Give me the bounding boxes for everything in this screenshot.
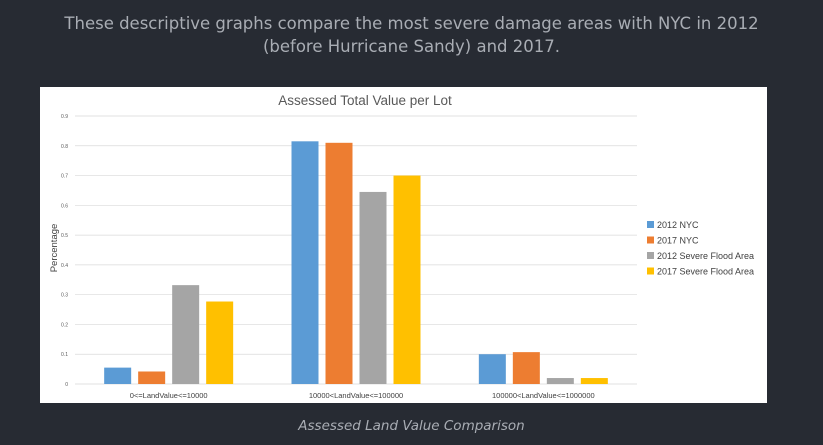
heading-line-2: (before Hurricane Sandy) and 2017. [262, 37, 561, 56]
legend-swatch [647, 252, 654, 259]
y-tick-labels: 0 0.1 0.2 0.3 0.4 0.5 0.6 0.7 0.8 0.9 [61, 114, 68, 388]
chart-panel: Assessed Total Value per Lot Percentage … [40, 87, 767, 403]
y-tick-label: 0.5 [61, 233, 68, 239]
bars [104, 141, 608, 384]
bar [546, 378, 574, 384]
bar [478, 354, 506, 384]
legend-swatch [647, 267, 654, 275]
legend-label: 2017 Severe Flood Area [657, 267, 754, 277]
category-labels: 0<=LandValue<=10000 10000<LandValue<=1000… [130, 391, 595, 400]
gridlines [75, 115, 637, 385]
heading-line-1: These descriptive graphs compare the mos… [64, 14, 759, 33]
bar [512, 352, 540, 384]
legend-label: 2017 NYC [657, 236, 699, 246]
legend-label: 2012 NYC [657, 220, 699, 230]
legend: 2012 NYC 2017 NYC 2012 Severe Flood Area 20… [647, 220, 754, 277]
category-label: 100000<LandValue<=1000000 [492, 391, 595, 400]
bar [291, 141, 319, 384]
y-tick-label: 0 [65, 382, 68, 388]
category-label: 10000<LandValue<=100000 [309, 391, 403, 400]
y-tick-label: 0.1 [61, 352, 68, 358]
bar [393, 175, 421, 384]
bar [325, 142, 353, 384]
y-tick-label: 0.2 [61, 322, 68, 328]
y-axis-label: Percentage [49, 224, 60, 273]
chart-title: Assessed Total Value per Lot [278, 93, 452, 108]
bar [580, 378, 608, 384]
y-tick-label: 0.6 [61, 203, 68, 209]
y-tick-label: 0.8 [61, 144, 68, 150]
legend-swatch [647, 236, 654, 244]
page-heading: These descriptive graphs compare the mos… [0, 12, 823, 58]
y-tick-label: 0.7 [61, 174, 68, 180]
y-tick-label: 0.4 [61, 263, 68, 269]
bar [359, 191, 387, 384]
bar [138, 371, 166, 384]
figure-caption: Assessed Land Value Comparison [298, 418, 525, 434]
y-tick-label: 0.9 [61, 114, 68, 120]
category-label: 0<=LandValue<=10000 [130, 391, 208, 400]
bar [104, 367, 132, 384]
bar-chart: Assessed Total Value per Lot Percentage … [49, 93, 754, 400]
bar [206, 301, 234, 384]
legend-swatch [647, 221, 654, 228]
y-tick-label: 0.3 [61, 293, 68, 299]
bar [172, 285, 200, 384]
legend-label: 2012 Severe Flood Area [657, 251, 754, 261]
